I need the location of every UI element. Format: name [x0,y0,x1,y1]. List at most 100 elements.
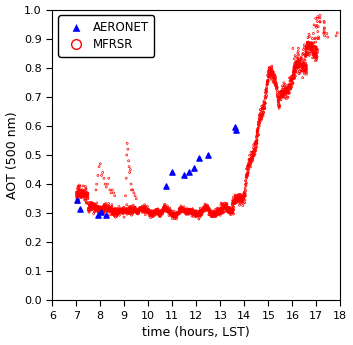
Point [238,195,244,200]
Point [309,40,315,46]
Point [79,190,85,196]
Point [158,212,164,218]
Point [105,181,110,187]
Point [306,31,312,37]
Point [173,212,179,217]
Point [315,36,321,41]
Point [295,59,301,65]
Point [261,106,267,112]
Point [256,123,262,129]
Point [207,210,212,215]
Point [205,204,211,209]
Point [291,71,297,77]
Point [296,67,301,72]
Point [161,203,167,209]
Point [279,88,284,94]
Point [190,211,195,216]
Point [285,88,291,93]
Point [275,98,281,103]
Point [291,69,296,75]
Point [307,45,312,50]
Point [109,202,115,208]
Point [213,212,219,218]
Point [209,212,214,217]
Point [292,73,298,79]
Point [81,194,87,200]
Point [136,210,141,215]
Point [173,210,178,216]
Point [176,206,182,211]
Point [251,148,256,154]
Point [122,207,127,213]
Point [278,94,284,99]
Point [176,210,181,215]
Point [155,210,160,216]
Point [297,70,303,76]
Point [132,205,138,210]
Point [196,213,201,219]
Point [195,211,201,217]
Point [150,214,156,219]
Point [272,72,277,78]
Point [229,206,235,211]
Point [230,201,236,207]
Point [282,89,288,95]
Point [223,204,228,210]
Point [127,206,133,211]
Point [306,52,312,58]
Point [174,212,179,217]
Point [155,206,161,211]
Point [178,207,184,212]
Point [129,205,135,211]
Point [298,68,304,73]
Point [144,207,150,213]
Point [150,214,156,219]
Point [108,206,114,211]
Point [263,96,268,101]
Point [123,208,129,213]
Point [213,211,219,216]
Point [312,50,318,55]
Point [322,26,327,31]
Point [290,73,295,78]
Point [313,45,319,50]
Point [95,207,101,213]
Point [140,205,146,210]
Point [127,170,132,175]
Point [107,187,113,193]
Point [279,91,284,97]
Point [171,211,176,217]
Point [295,46,301,51]
Point [129,209,134,215]
Point [149,214,154,219]
Point [132,205,138,210]
Point [209,210,215,216]
Point [314,47,320,53]
Point [312,36,317,41]
Point [193,214,199,220]
Point [166,207,172,213]
Point [324,31,330,36]
Point [230,203,236,208]
Point [180,206,186,212]
Point [78,193,84,198]
Point [236,196,241,201]
Point [116,204,122,209]
Point [292,63,298,69]
Point [261,109,267,115]
Point [94,208,99,214]
Point [143,207,149,212]
Point [301,69,306,74]
Point [139,208,145,214]
Point [163,207,168,213]
Point [103,184,109,190]
Point [279,88,285,93]
Point [227,209,232,215]
Point [194,210,199,215]
Point [111,212,116,218]
Point [195,211,200,216]
Point [266,73,272,78]
Point [257,117,262,123]
Point [88,201,94,207]
Point [127,208,132,214]
